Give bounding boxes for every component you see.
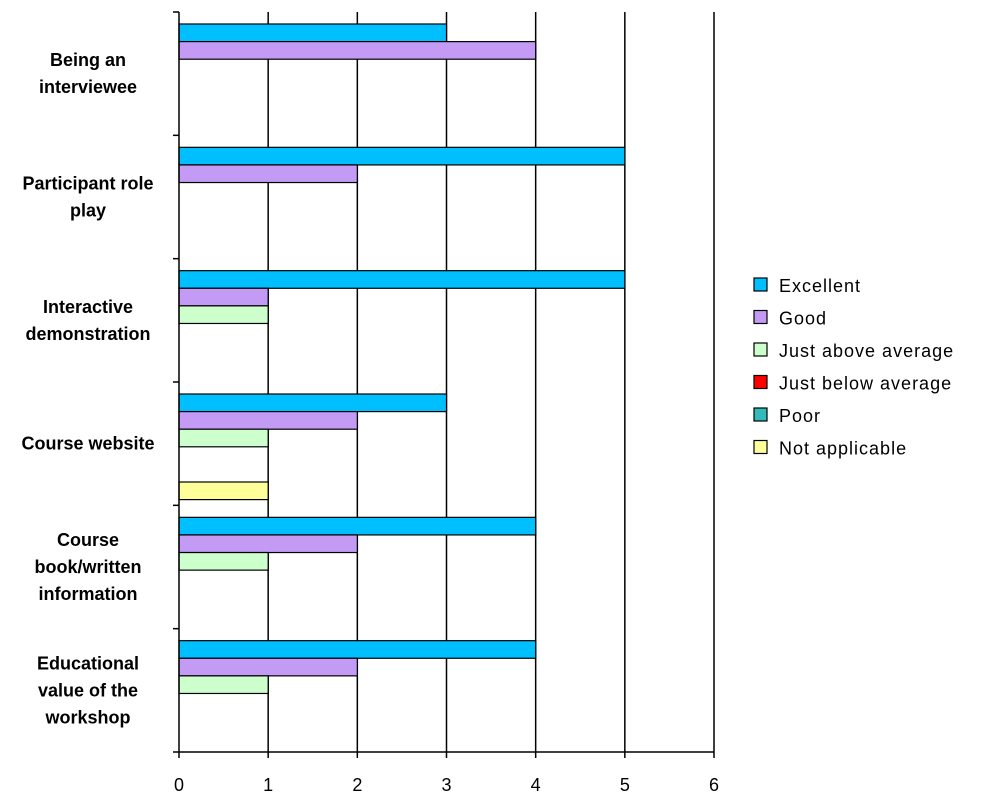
category-label: value of the [38,680,138,700]
category-label: information [39,584,138,604]
bar [178,534,358,554]
axes [173,11,715,758]
bars [178,23,626,695]
legend-label: Just below average [779,374,952,394]
category-label: interviewee [39,77,137,97]
legend-label: Just above average [779,341,954,361]
bar [178,270,626,289]
x-tick-label: 4 [531,775,541,795]
x-tick-label: 2 [352,775,362,795]
x-tick-label: 3 [441,775,451,795]
legend-swatch [753,309,768,325]
x-tick-label: 6 [709,775,719,795]
legend-label: Not applicable [779,439,907,459]
category-label: Interactive [43,297,133,317]
legend-swatch [753,439,768,455]
category-label: workshop [44,707,130,727]
bar [178,305,269,325]
tick-labels: 0 1 2 3 4 5 6 [174,775,719,795]
bar [178,675,269,695]
legend-swatch [753,277,768,292]
bar [178,481,269,501]
bar [178,40,537,60]
category-label: Course website [21,434,154,454]
bar [178,516,537,536]
bar [178,393,448,413]
bar [178,164,358,184]
x-tick-label: 1 [263,775,273,795]
category-label: Educational [37,653,139,673]
legend-swatch [753,374,768,390]
category-label: Being an [50,50,126,70]
legend-swatch [753,407,768,422]
bar [178,640,537,659]
bar [178,551,269,571]
bar [178,657,358,677]
legend-label: Good [779,309,827,329]
bar [178,23,448,43]
legend-label: Poor [779,406,821,426]
bar [178,428,269,448]
category-label: play [70,201,106,221]
category-label: Course [57,530,119,550]
category-label: demonstration [25,324,150,344]
gridlines [267,12,715,752]
legend-swatch [753,342,768,357]
bar [178,411,358,430]
legend-label: Excellent [779,276,861,296]
x-tick-label: 0 [174,775,184,795]
x-tick-label: 5 [620,775,630,795]
category-label: book/written [35,557,142,577]
category-label: Participant role [22,174,153,194]
bar [178,287,269,307]
category-labels: Being an interviewee Participant role play I… [21,50,154,727]
legend: Excellent Good Just above average Just belo… [753,276,954,459]
bar [178,146,626,166]
